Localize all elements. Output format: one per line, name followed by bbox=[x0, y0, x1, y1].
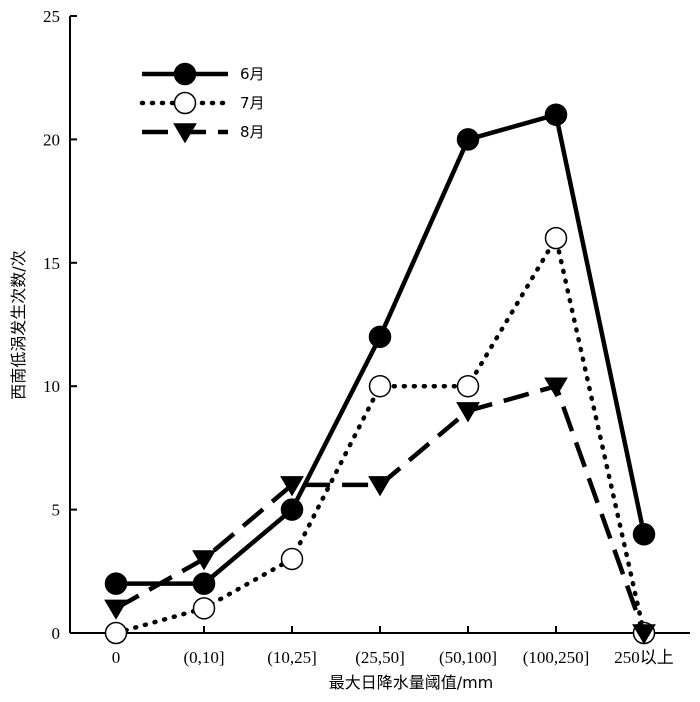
x-axis-title: 最大日降水量阈值/mm bbox=[329, 673, 494, 692]
series-1 bbox=[104, 103, 656, 595]
data-point bbox=[192, 550, 216, 571]
x-tick-label: (50,100] bbox=[439, 648, 497, 667]
y-tick-label: 15 bbox=[43, 254, 60, 273]
y-tick-label: 10 bbox=[43, 377, 60, 396]
legend-marker bbox=[173, 91, 197, 115]
data-point bbox=[104, 599, 128, 620]
data-point bbox=[456, 402, 480, 423]
x-tick-label: (100,250] bbox=[523, 648, 590, 667]
y-axis-title: 西南低涡发生次数/次 bbox=[9, 250, 28, 399]
legend-label: 6月 bbox=[240, 65, 265, 83]
data-point bbox=[632, 523, 656, 546]
series-2 bbox=[104, 226, 656, 645]
data-point bbox=[280, 476, 304, 497]
legend-label: 8月 bbox=[240, 123, 265, 141]
y-tick-label: 25 bbox=[43, 7, 60, 26]
x-tick-label: 0 bbox=[112, 648, 121, 667]
legend-label: 7月 bbox=[240, 94, 265, 112]
series-line bbox=[113, 235, 647, 636]
axes: 0 5 10 15 20 25 0 (0,10] (10,25] (25,50] (50,100] (… bbox=[43, 7, 690, 667]
legend: 6月 7月 8月 bbox=[139, 62, 265, 144]
series-line bbox=[116, 112, 647, 586]
x-tick-label: (25,50] bbox=[355, 648, 405, 667]
data-point bbox=[456, 128, 480, 151]
series-layer bbox=[104, 103, 656, 645]
data-point bbox=[368, 374, 392, 398]
y-tick-label: 20 bbox=[43, 130, 60, 149]
data-point bbox=[192, 597, 216, 620]
y-tick-label: 0 bbox=[52, 624, 61, 643]
series-3 bbox=[104, 377, 656, 645]
data-point bbox=[544, 377, 568, 398]
x-tick-label: 250以上 bbox=[614, 648, 674, 667]
series-line bbox=[114, 383, 647, 634]
data-point bbox=[632, 624, 656, 645]
data-point bbox=[544, 103, 568, 126]
data-point bbox=[368, 325, 392, 349]
legend-entry: 6月 bbox=[142, 62, 265, 86]
legend-entry: 8月 bbox=[142, 123, 265, 144]
data-point bbox=[104, 621, 128, 645]
legend-marker bbox=[173, 62, 197, 86]
x-tick-label: (10,25] bbox=[267, 648, 317, 667]
data-point bbox=[192, 572, 216, 595]
data-point bbox=[544, 226, 568, 250]
legend-marker bbox=[173, 123, 197, 144]
data-point bbox=[456, 374, 480, 398]
data-point bbox=[368, 476, 392, 497]
data-point bbox=[104, 572, 128, 595]
x-tick-label: (0,10] bbox=[183, 648, 224, 667]
data-point bbox=[280, 498, 304, 521]
legend-entry: 7月 bbox=[139, 91, 265, 115]
data-point bbox=[280, 547, 304, 571]
y-tick-label: 5 bbox=[52, 501, 61, 520]
